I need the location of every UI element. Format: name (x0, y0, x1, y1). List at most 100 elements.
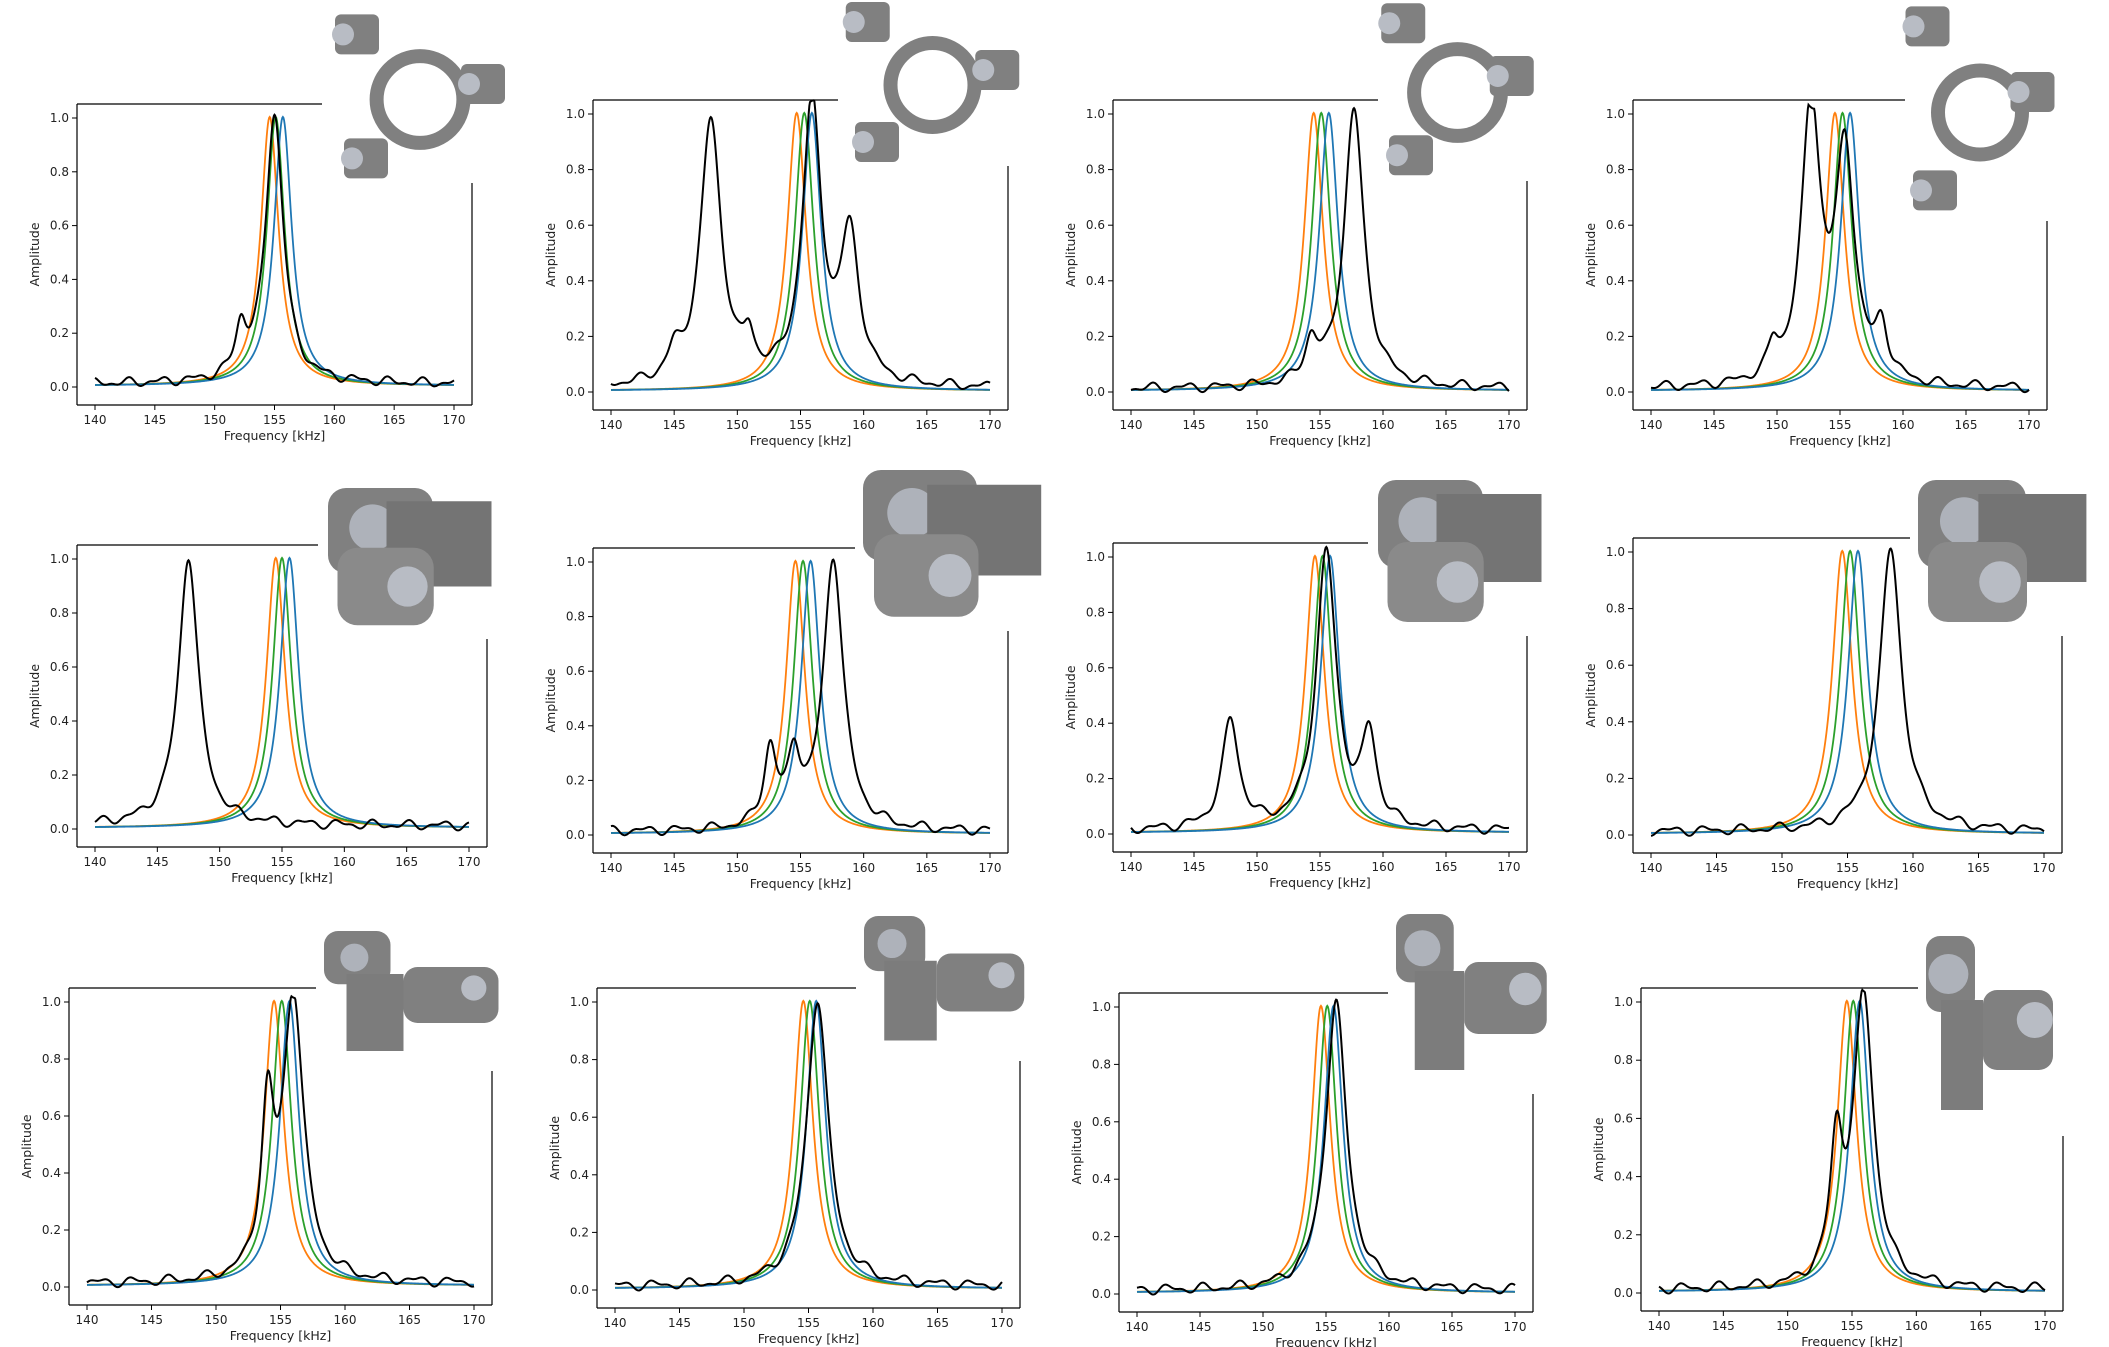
chart-panel: 140 145 150 155 160 165 170 0.0 0.2 0.4 0.6 0.8 1.0 F… (1583, 6, 2055, 448)
y-tick-label: 0.0 (42, 1280, 61, 1294)
x-tick-label: 145 (1712, 1319, 1735, 1333)
x-tick-label: 140 (84, 413, 107, 427)
x-tick-label: 140 (1640, 861, 1663, 875)
x-tick-label: 170 (443, 413, 466, 427)
bore-shape (458, 73, 480, 95)
y-tick-label: 0.4 (1606, 274, 1625, 288)
y-tick-label: 0.2 (566, 329, 585, 343)
y-tick-label: 0.6 (1086, 661, 1105, 675)
x-axis-label: Frequency [kHz] (750, 876, 852, 891)
chart-panel: 140 145 150 155 160 165 170 0.0 0.2 0.4 0.6 0.8 1.0 F… (547, 916, 1025, 1346)
x-tick-label: 155 (269, 1313, 292, 1327)
bore-shape (332, 23, 354, 46)
x-tick-label: 165 (926, 1316, 949, 1330)
x-tick-label: 140 (600, 418, 623, 432)
x-tick-label: 145 (668, 1316, 691, 1330)
y-tick-label: 0.6 (1092, 1115, 1111, 1129)
series-line (1650, 111, 2030, 391)
geometry-inset (1918, 480, 2087, 622)
y-axis-label: Amplitude (27, 664, 42, 728)
x-tick-label: 150 (205, 1313, 228, 1327)
x-tick-label: 160 (1892, 418, 1915, 432)
x-tick-label: 155 (1841, 1319, 1864, 1333)
y-tick-label: 0.0 (566, 828, 585, 842)
y-tick-label: 1.0 (1614, 995, 1633, 1009)
x-tick-label: 150 (726, 418, 749, 432)
y-tick-label: 1.0 (42, 995, 61, 1009)
x-tick-label: 155 (1309, 418, 1332, 432)
series-line (1650, 102, 2030, 394)
x-tick-label: 150 (1766, 418, 1789, 432)
y-axis-label: Amplitude (1069, 1120, 1084, 1184)
x-tick-label: 170 (463, 1313, 486, 1327)
bore-shape (887, 488, 937, 538)
y-tick-label: 0.8 (50, 606, 69, 620)
x-tick-label: 150 (203, 413, 226, 427)
y-tick-label: 0.2 (1606, 329, 1625, 343)
x-tick-label: 150 (1252, 1320, 1275, 1334)
x-tick-label: 170 (2033, 861, 2056, 875)
x-tick-label: 165 (1435, 418, 1458, 432)
y-tick-label: 0.8 (1086, 163, 1105, 177)
x-tick-label: 160 (1378, 1320, 1401, 1334)
bore-shape (1404, 930, 1441, 967)
x-tick-label: 155 (1836, 861, 1859, 875)
bore-shape (988, 962, 1015, 989)
geometry-inset (324, 931, 499, 1051)
x-axis-label: Frequency [kHz] (1275, 1335, 1377, 1347)
bore-shape (387, 566, 428, 607)
series-line (1130, 545, 1510, 835)
y-tick-label: 0.2 (1086, 772, 1105, 786)
pipe-shape (1414, 971, 1465, 1070)
series-line (1130, 111, 1510, 391)
y-tick-label: 0.8 (1606, 163, 1625, 177)
x-tick-label: 165 (383, 413, 406, 427)
series-line (94, 115, 455, 386)
series-line (610, 558, 991, 837)
series-line (86, 999, 474, 1286)
x-tick-label: 165 (398, 1313, 421, 1327)
x-axis-label: Frequency [kHz] (224, 428, 326, 443)
pipe-shape (884, 960, 937, 1041)
y-tick-label: 0.0 (1086, 827, 1105, 841)
y-tick-label: 1.0 (50, 111, 69, 125)
pipe-shape (346, 974, 404, 1051)
series-line (86, 999, 475, 1286)
x-tick-label: 170 (1504, 1320, 1527, 1334)
x-tick-label: 150 (733, 1316, 756, 1330)
bore-shape (1902, 15, 1925, 38)
series-line (1650, 547, 2045, 837)
x-tick-label: 160 (323, 413, 346, 427)
y-tick-label: 0.2 (50, 326, 69, 340)
pipe-shape (1941, 1000, 1983, 1110)
bore-shape (349, 504, 396, 551)
y-axis-label: Amplitude (543, 668, 558, 732)
x-tick-label: 145 (1189, 1320, 1212, 1334)
x-tick-label: 160 (862, 1316, 885, 1330)
y-axis-label: Amplitude (1583, 663, 1598, 727)
x-tick-label: 160 (1372, 860, 1395, 874)
bore-shape (2007, 81, 2030, 103)
bore-shape (1486, 65, 1509, 87)
x-tick-label: 165 (1969, 1319, 1992, 1333)
y-tick-label: 0.2 (1614, 1228, 1633, 1242)
chart-panel: 140 145 150 155 160 165 170 0.0 0.2 0.4 0.6 0.8 1.0 F… (27, 14, 505, 443)
chart-panel: 140 145 150 155 160 165 170 0.0 0.2 0.4 0.6 0.8 1.0 F… (1063, 3, 1534, 448)
x-tick-label: 170 (458, 855, 481, 869)
geometry-inset (842, 2, 1020, 162)
y-tick-label: 0.6 (1086, 218, 1105, 232)
bore-shape (461, 975, 487, 1001)
y-tick-label: 0.2 (570, 1225, 589, 1239)
x-axis-label: Frequency [kHz] (230, 1328, 332, 1343)
y-tick-label: 0.0 (1092, 1287, 1111, 1301)
x-tick-label: 160 (852, 861, 875, 875)
x-tick-label: 145 (143, 413, 166, 427)
y-tick-label: 0.8 (1606, 602, 1625, 616)
series-line (94, 558, 470, 832)
bore-shape (1940, 497, 1988, 546)
chart-panel: 140 145 150 155 160 165 170 0.0 0.2 0.4 0.6 0.8 1.0 F… (543, 2, 1020, 448)
x-tick-label: 165 (1955, 418, 1978, 432)
y-tick-label: 0.4 (50, 272, 69, 286)
y-tick-label: 0.4 (566, 719, 585, 733)
y-tick-label: 0.2 (1606, 771, 1625, 785)
